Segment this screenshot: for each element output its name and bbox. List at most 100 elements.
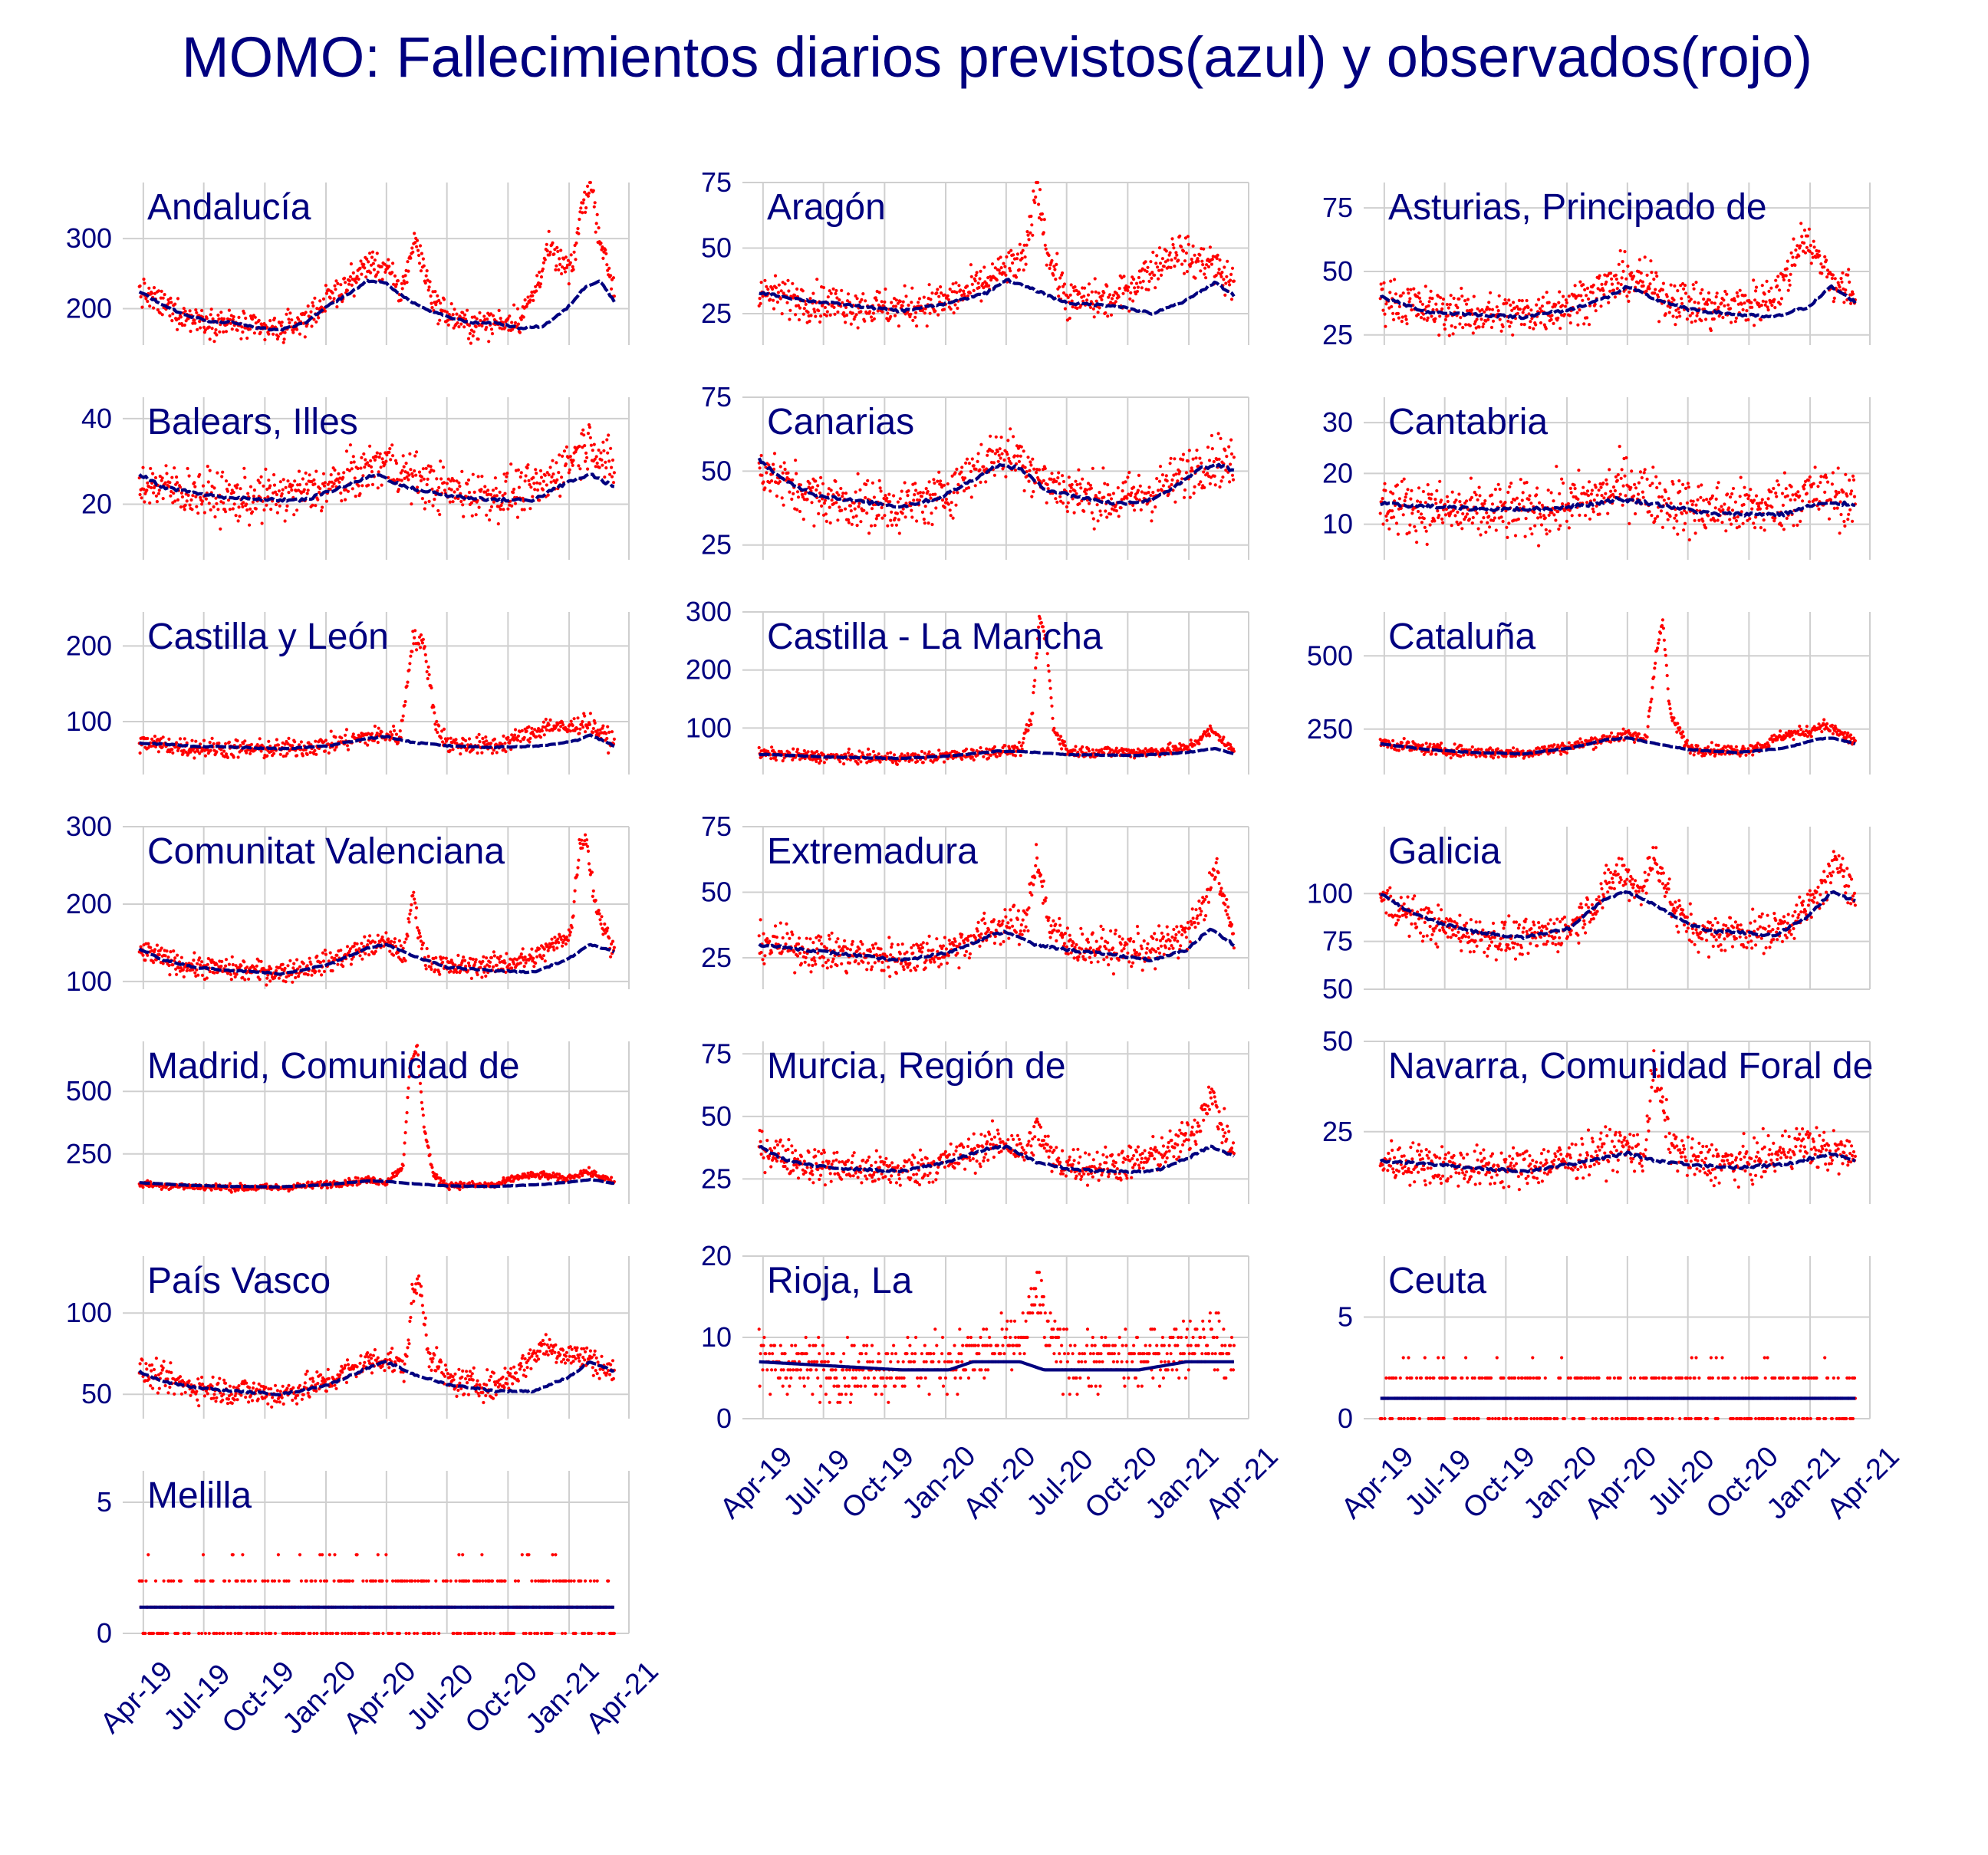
- observed-point: [1732, 487, 1735, 490]
- observed-point: [1735, 317, 1738, 320]
- observed-point: [834, 480, 837, 483]
- observed-point: [914, 488, 917, 492]
- observed-point: [883, 301, 886, 304]
- observed-point: [1525, 517, 1528, 520]
- observed-point: [837, 493, 840, 496]
- facet-label: Cantabria: [1388, 402, 1548, 442]
- observed-point: [1717, 481, 1720, 484]
- observed-point: [946, 482, 950, 485]
- observed-point: [1574, 284, 1577, 287]
- observed-point: [1024, 255, 1027, 258]
- observed-point: [895, 298, 898, 301]
- observed-point: [1388, 291, 1391, 294]
- observed-point: [179, 737, 182, 740]
- observed-point: [347, 748, 350, 752]
- observed-point: [920, 750, 923, 753]
- observed-point: [1400, 320, 1404, 323]
- observed-point: [783, 461, 786, 464]
- observed-point: [1684, 291, 1687, 294]
- observed-point: [275, 503, 278, 506]
- observed-point: [285, 313, 288, 316]
- observed-point: [360, 484, 364, 487]
- observed-point: [1794, 248, 1797, 252]
- observed-point: [1398, 497, 1401, 500]
- observed-point: [1054, 497, 1057, 500]
- observed-point: [1828, 518, 1831, 521]
- observed-point: [510, 321, 513, 324]
- observed-point: [1697, 485, 1700, 488]
- observed-point: [161, 476, 164, 479]
- observed-point: [976, 271, 979, 274]
- observed-point: [1762, 300, 1765, 303]
- observed-point: [906, 494, 909, 497]
- observed-point: [923, 518, 926, 521]
- observed-point: [1397, 317, 1400, 320]
- observed-point: [1063, 282, 1066, 285]
- observed-point: [1026, 456, 1029, 459]
- observed-point: [1601, 289, 1605, 292]
- observed-point: [231, 327, 234, 331]
- observed-point: [1677, 311, 1680, 314]
- observed-point: [1419, 300, 1422, 303]
- observed-point: [1409, 288, 1412, 291]
- observed-point: [333, 297, 336, 300]
- observed-point: [488, 518, 491, 521]
- observed-point: [1847, 513, 1850, 516]
- observed-point: [911, 319, 914, 322]
- observed-point: [391, 261, 394, 265]
- observed-point: [1622, 270, 1625, 273]
- observed-point: [1221, 475, 1224, 479]
- observed-point: [426, 483, 429, 486]
- observed-point: [1558, 524, 1562, 527]
- observed-point: [395, 733, 398, 736]
- observed-point: [545, 729, 548, 732]
- observed-point: [877, 752, 880, 755]
- observed-point: [1622, 485, 1625, 488]
- observed-point: [1590, 492, 1593, 495]
- observed-point: [1434, 303, 1437, 306]
- observed-point: [222, 750, 225, 753]
- observed-point: [424, 653, 427, 656]
- observed-point: [930, 523, 933, 526]
- observed-point: [213, 515, 216, 518]
- observed-point: [255, 507, 258, 510]
- observed-point: [857, 749, 861, 752]
- observed-point: [886, 752, 889, 755]
- observed-point: [1034, 666, 1037, 669]
- observed-point: [350, 262, 353, 265]
- observed-point: [193, 485, 196, 488]
- observed-point: [330, 730, 333, 733]
- observed-point: [285, 505, 288, 508]
- observed-point: [254, 316, 257, 319]
- observed-point: [478, 733, 481, 736]
- observed-point: [1594, 303, 1597, 306]
- observed-point: [499, 508, 502, 511]
- observed-point: [1535, 304, 1538, 307]
- observed-point: [873, 317, 876, 321]
- observed-point: [900, 490, 903, 493]
- observed-point: [1569, 321, 1572, 324]
- observed-point: [1487, 301, 1490, 304]
- observed-point: [1165, 249, 1168, 252]
- observed-point: [523, 736, 526, 739]
- observed-point: [1701, 520, 1704, 523]
- observed-point: [462, 515, 465, 518]
- observed-point: [1805, 246, 1809, 249]
- observed-point: [1092, 517, 1095, 520]
- observed-point: [1193, 277, 1196, 280]
- observed-point: [420, 269, 423, 272]
- observed-point: [436, 322, 439, 325]
- observed-point: [1121, 489, 1124, 492]
- observed-point: [477, 475, 480, 478]
- observed-point: [947, 298, 950, 301]
- observed-point: [825, 314, 828, 317]
- observed-point: [807, 311, 810, 314]
- observed-point: [551, 242, 554, 245]
- observed-point: [1108, 493, 1111, 496]
- observed-point: [953, 311, 956, 314]
- observed-point: [490, 505, 493, 508]
- observed-point: [1853, 495, 1856, 498]
- observed-point: [1625, 294, 1628, 298]
- observed-point: [250, 743, 253, 746]
